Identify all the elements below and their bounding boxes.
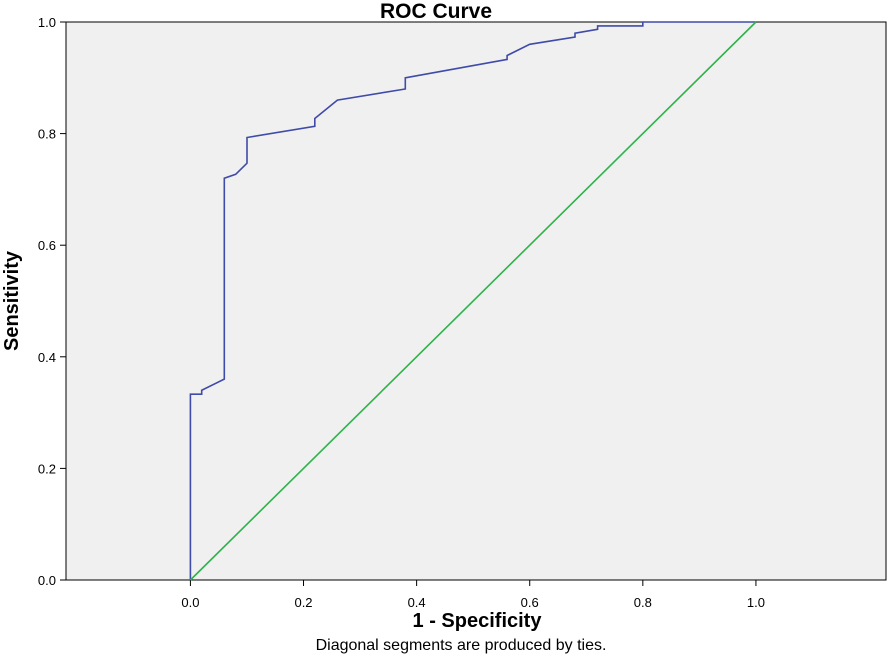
x-tick-label: 1.0 <box>747 595 765 610</box>
x-tick-label: 0.0 <box>181 595 199 610</box>
x-axis-title: 1 - Specificity <box>413 610 543 632</box>
x-tick-label: 0.6 <box>521 595 539 610</box>
y-tick-label: 0.4 <box>38 350 56 365</box>
roc-curve-line <box>189 21 756 580</box>
chart-footnote: Diagonal segments are produced by ties. <box>316 637 607 654</box>
y-axis-title: Sensitivity <box>1 250 23 351</box>
plot-area <box>65 21 887 581</box>
reference-diagonal-line <box>189 21 757 581</box>
series-layer <box>189 21 757 581</box>
y-tick-label: 0.8 <box>38 127 56 142</box>
x-tick-label: 0.2 <box>294 595 312 610</box>
y-tick-label: 1.0 <box>38 15 56 30</box>
x-tick-label: 0.4 <box>408 595 426 610</box>
y-tick-label: 0.6 <box>38 238 56 253</box>
x-tick-label: 0.8 <box>634 595 652 610</box>
y-axis-ticks: 0.0 0.2 0.4 0.6 0.8 1.0 <box>38 15 66 588</box>
x-axis-ticks: 0.0 0.2 0.4 0.6 0.8 1.0 <box>181 580 765 610</box>
y-tick-label: 0.2 <box>38 461 56 476</box>
y-tick-label: 0.0 <box>38 573 56 588</box>
chart-title: ROC Curve <box>380 0 492 23</box>
